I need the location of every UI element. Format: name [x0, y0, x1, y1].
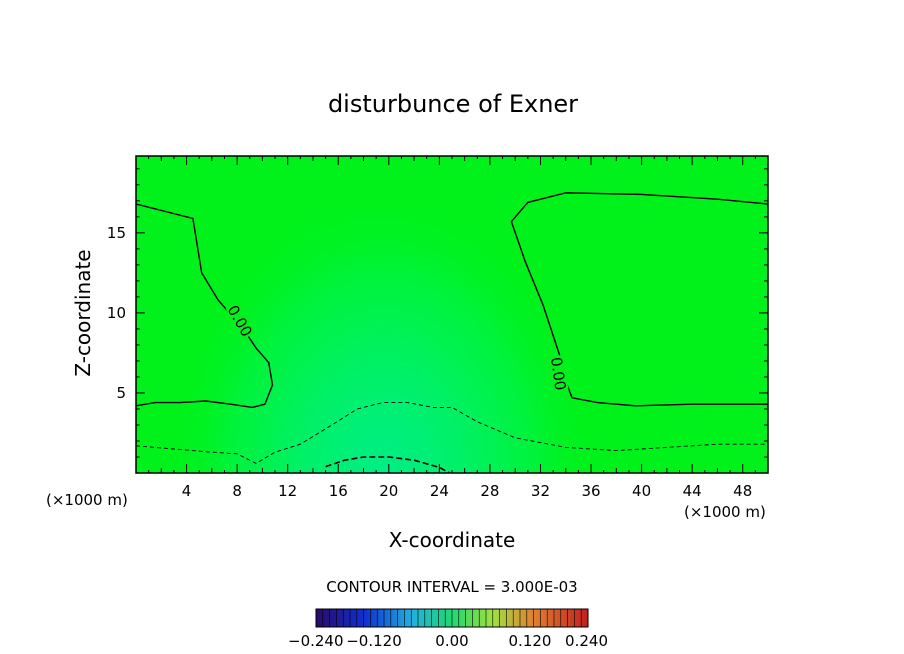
x-unit-left: (×1000 m) — [46, 491, 128, 509]
x-tick-label: 4 — [182, 482, 192, 500]
x-tick-label: 16 — [329, 482, 348, 500]
colorbar-label: 0.120 — [509, 632, 552, 650]
y-axis-label: Z-coordinate — [71, 249, 95, 376]
x-axis-ticks: 4 8 12 16 20 24 28 32 36 40 44 48 — [148, 156, 756, 500]
contour-interval-text: CONTOUR INTERVAL = 3.000E-03 — [326, 578, 577, 596]
x-tick-label: 20 — [379, 482, 398, 500]
x-tick-label: 28 — [480, 482, 499, 500]
colorbar-label: −0.240 — [288, 632, 344, 650]
contour-label-1: 0.00 — [547, 354, 569, 393]
x-tick-label: 44 — [683, 482, 702, 500]
colorbar-label: 0.00 — [435, 632, 468, 650]
x-tick-label: 36 — [581, 482, 600, 500]
colorbar-label: 0.240 — [565, 632, 608, 650]
x-unit-right: (×1000 m) — [684, 503, 766, 521]
contour-label-bg — [549, 354, 569, 393]
colorbar-ticks — [315, 609, 589, 627]
contour-line-negative-2 — [136, 402, 768, 464]
y-tick-label: 10 — [107, 304, 126, 322]
y-axis-ticks: 5 10 15 — [107, 168, 768, 458]
contour-label-bg — [225, 301, 256, 340]
colorbar: −0.240 −0.120 0.00 0.120 0.240 — [288, 608, 608, 650]
x-axis-label: X-coordinate — [389, 528, 516, 552]
colorbar-label: −0.120 — [346, 632, 402, 650]
colorbar-labels: −0.240 −0.120 0.00 0.120 0.240 — [288, 632, 608, 650]
chart-title: disturbunce of Exner — [328, 90, 578, 118]
contour-lines — [136, 192, 768, 473]
x-tick-label: 12 — [278, 482, 297, 500]
x-tick-label: 40 — [632, 482, 651, 500]
x-tick-label: 8 — [232, 482, 242, 500]
x-tick-label: 48 — [733, 482, 752, 500]
contour-line-negative-3 — [325, 456, 450, 473]
contour-line-zero-1 — [510, 192, 768, 407]
x-tick-label: 32 — [531, 482, 550, 500]
contour-label-text: 0.00 — [547, 356, 569, 392]
contour-line-zero-0 — [136, 203, 274, 409]
x-tick-label: 24 — [430, 482, 449, 500]
y-tick-label: 15 — [107, 224, 126, 242]
y-tick-label: 5 — [116, 384, 126, 402]
